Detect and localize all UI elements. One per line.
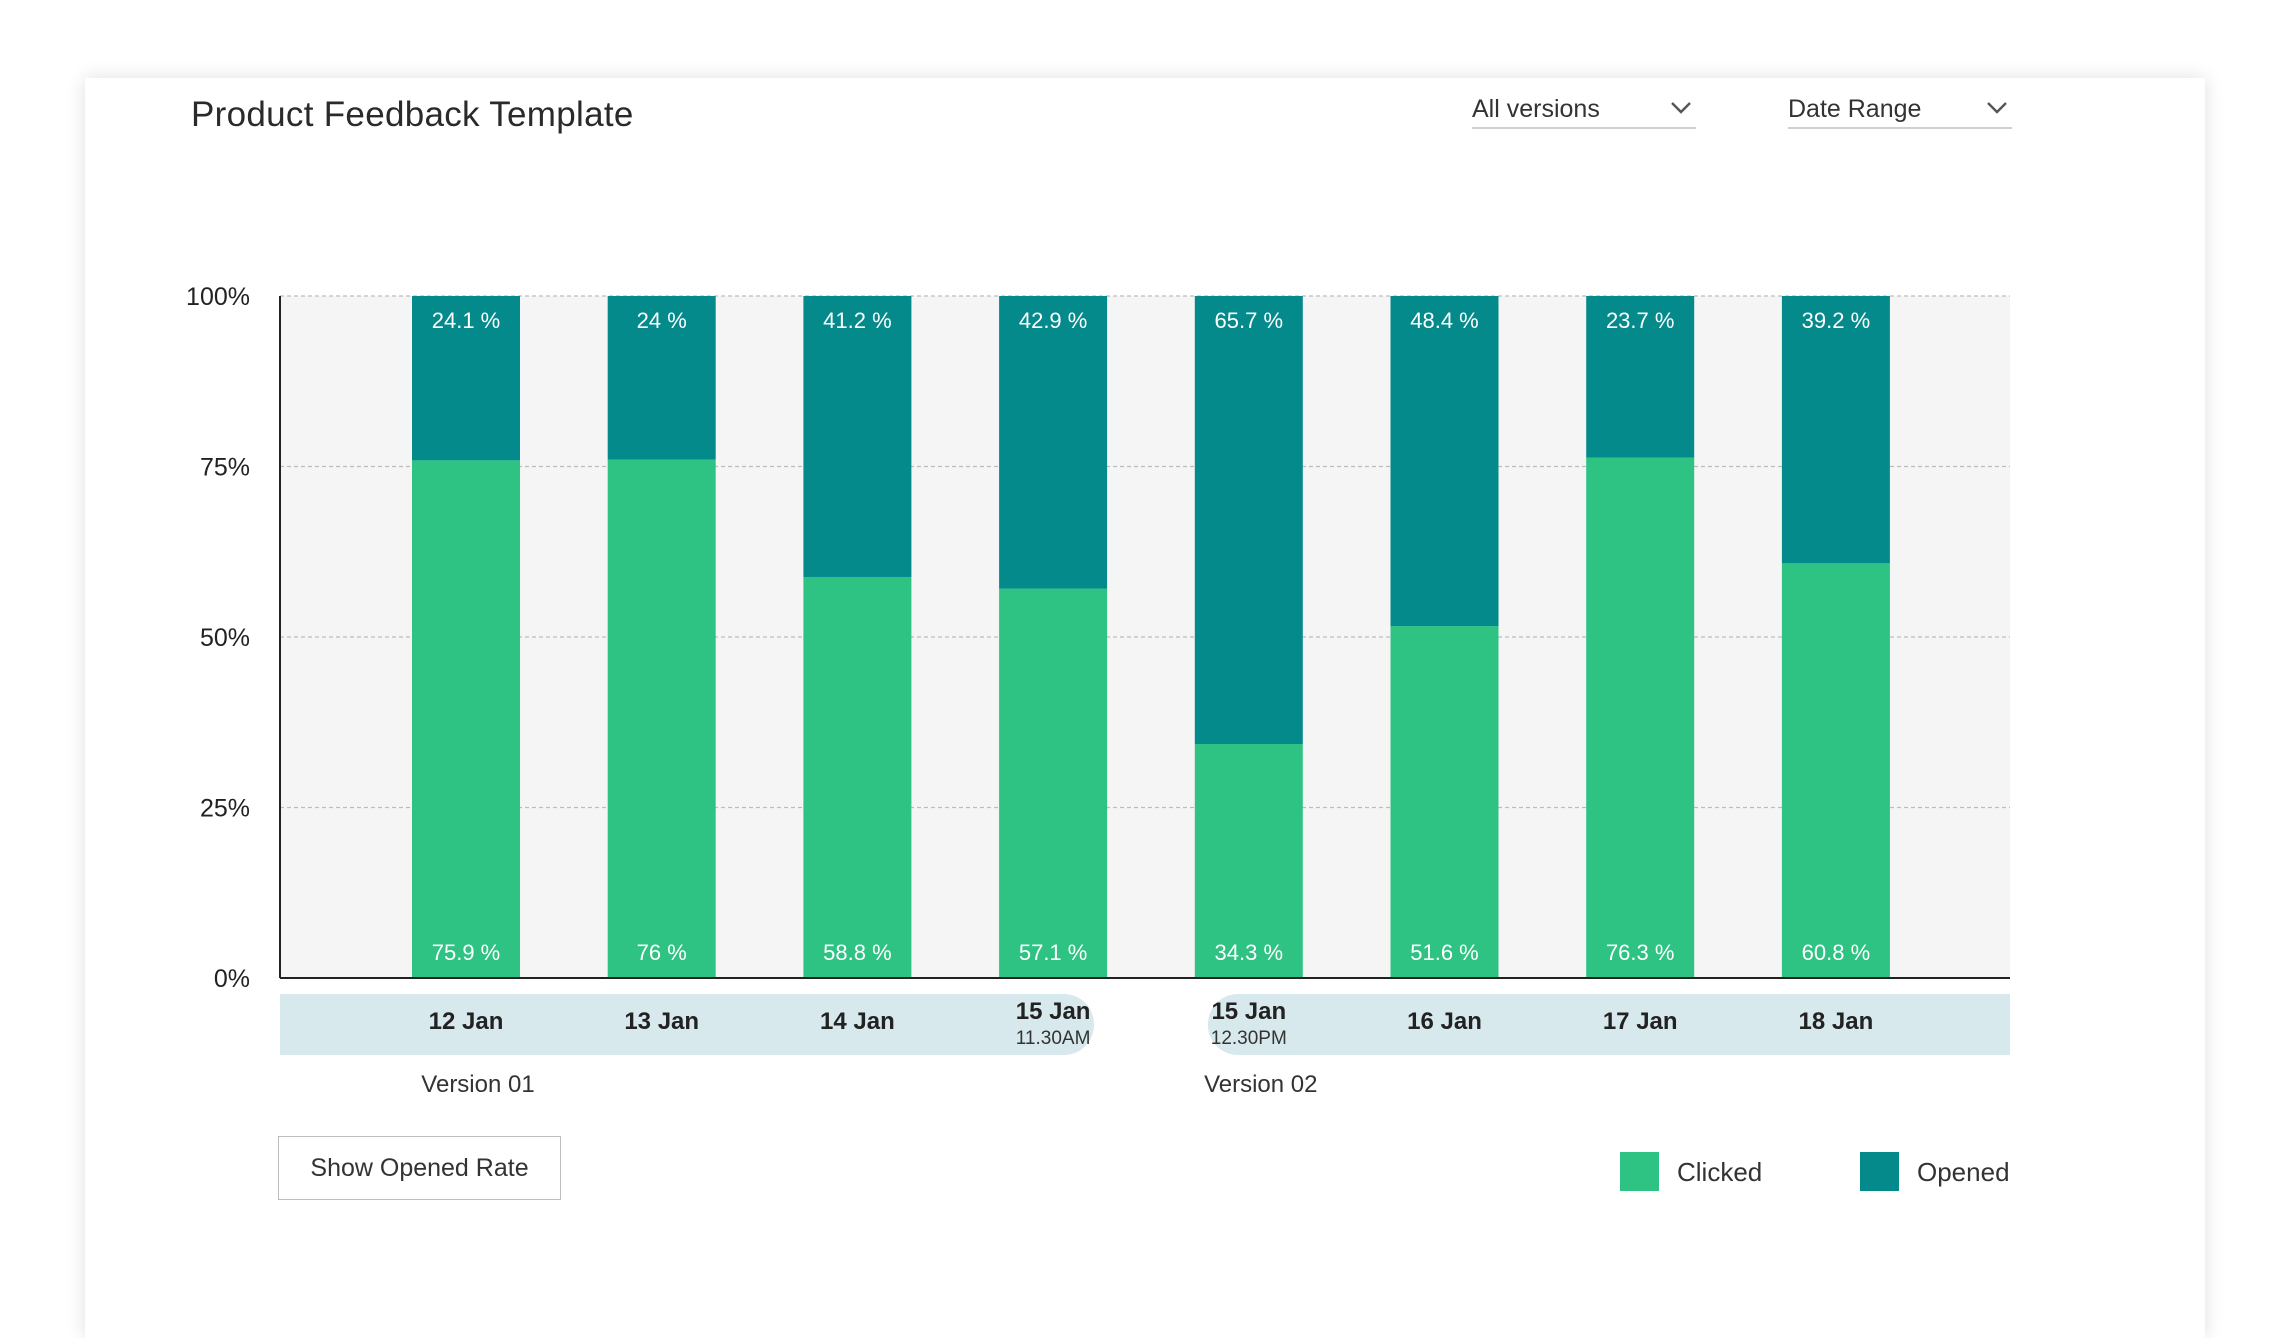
legend-swatch-clicked <box>1620 1152 1659 1191</box>
version-group-label: Version 02 <box>1204 1071 1317 1098</box>
bar-opened <box>1194 296 1303 745</box>
bar-clicked <box>1390 626 1499 978</box>
data-label-clicked: 60.8 % <box>1802 940 1871 965</box>
bar-clicked <box>607 459 716 978</box>
y-tick-label: 100% <box>186 283 250 311</box>
x-tick-label: 14 Jan <box>820 1008 895 1035</box>
y-tick-label: 75% <box>200 454 250 482</box>
data-label-clicked: 34.3 % <box>1215 940 1284 965</box>
y-tick-label: 0% <box>214 965 250 993</box>
bar-clicked <box>999 588 1108 978</box>
data-label-opened: 42.9 % <box>1019 308 1088 333</box>
x-tick-label: 12 Jan <box>429 1008 504 1035</box>
x-tick-label: 18 Jan <box>1799 1008 1874 1035</box>
data-label-opened: 24.1 % <box>432 308 501 333</box>
bar-clicked <box>803 576 912 978</box>
chevron-down-icon <box>1987 102 2007 114</box>
x-tick-label: 16 Jan <box>1407 1008 1482 1035</box>
data-label-opened: 41.2 % <box>823 308 892 333</box>
version-dropdown[interactable]: All versions <box>1472 85 1696 129</box>
version-dropdown-label: All versions <box>1472 95 1600 123</box>
bar-opened <box>1586 296 1695 458</box>
version-group-label: Version 01 <box>421 1071 534 1098</box>
data-label-opened: 24 % <box>637 308 687 333</box>
y-tick-label: 50% <box>200 624 250 652</box>
bar-opened <box>803 296 912 577</box>
data-label-opened: 39.2 % <box>1802 308 1871 333</box>
chevron-down-icon <box>1671 102 1691 114</box>
bar-clicked <box>1781 563 1890 978</box>
bar-clicked <box>412 460 520 978</box>
x-tick-sublabel: 11.30AM <box>1016 1028 1091 1049</box>
data-label-clicked: 51.6 % <box>1410 940 1479 965</box>
bar-opened <box>999 296 1108 589</box>
legend-label-opened: Opened <box>1917 1157 2010 1187</box>
bar-opened <box>1781 296 1890 564</box>
bar-clicked <box>1194 744 1303 978</box>
axis-band-version-01 <box>280 994 1094 1055</box>
x-tick-label: 17 Jan <box>1603 1008 1678 1035</box>
data-label-opened: 23.7 % <box>1606 308 1675 333</box>
data-label-clicked: 75.9 % <box>432 940 501 965</box>
show-opened-rate-button[interactable]: Show Opened Rate <box>278 1136 561 1200</box>
data-label-clicked: 57.1 % <box>1019 940 1088 965</box>
data-label-clicked: 76 % <box>637 940 687 965</box>
page-title: Product Feedback Template <box>191 95 634 134</box>
legend-swatch-opened <box>1860 1152 1899 1191</box>
stacked-bar-chart: 0% 25% 50% 75% 100% 24.1 % 75.9 % 24 % 76 % 41.2 … <box>186 283 2010 1098</box>
axis-band-version-02 <box>1207 994 2010 1055</box>
date-range-dropdown[interactable]: Date Range <box>1788 85 2012 129</box>
legend-label-clicked: Clicked <box>1677 1157 1763 1187</box>
x-tick-label: 15 Jan <box>1211 998 1286 1025</box>
bar-opened <box>1390 296 1499 627</box>
data-label-opened: 65.7 % <box>1215 308 1284 333</box>
data-label-clicked: 76.3 % <box>1606 940 1675 965</box>
x-tick-label: 15 Jan <box>1016 998 1091 1025</box>
data-label-opened: 48.4 % <box>1410 308 1479 333</box>
x-tick-label: 13 Jan <box>624 1008 699 1035</box>
data-label-clicked: 58.8 % <box>823 940 892 965</box>
x-tick-sublabel: 12.30PM <box>1211 1028 1287 1049</box>
bar-opened <box>607 296 716 460</box>
y-tick-label: 25% <box>200 795 250 823</box>
bar-clicked <box>1586 457 1695 978</box>
bar-opened <box>412 296 520 461</box>
date-range-dropdown-label: Date Range <box>1788 95 1922 123</box>
